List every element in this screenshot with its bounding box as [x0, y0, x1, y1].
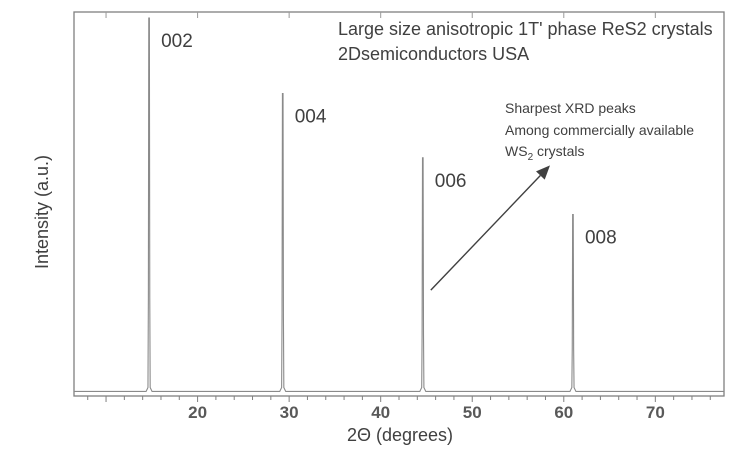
annotation-arrow: [430, 175, 541, 291]
chart-title-line-1: Large size anisotropic 1T' phase ReS2 cr…: [338, 19, 713, 39]
y-axis-title: Intensity (a.u.): [32, 155, 52, 269]
x-tick-labels: 20 30 40 50 60 70: [188, 403, 665, 422]
xrd-trace: [74, 17, 724, 393]
x-tick-label: 30: [280, 403, 299, 422]
x-tick-label: 60: [554, 403, 573, 422]
x-tick-marks: [87, 12, 711, 402]
chart-title-line-2: 2Dsemiconductors USA: [338, 44, 529, 64]
plot-frame: [73, 11, 725, 397]
peak-label-002: 002: [161, 31, 193, 52]
x-tick-label: 40: [371, 403, 390, 422]
peak-label-008: 008: [585, 228, 617, 249]
annotation-line-2: Among commercially available: [505, 122, 694, 138]
annotation-line-1: Sharpest XRD peaks: [505, 100, 636, 116]
peak-label-004: 004: [295, 107, 327, 128]
x-axis-title: 2Θ (degrees): [347, 425, 453, 445]
x-tick-label: 50: [463, 403, 482, 422]
annotation-formula-tail: crystals: [533, 143, 584, 159]
x-tick-label: 20: [188, 403, 207, 422]
annotation-line-3: WS2 crystals: [505, 143, 584, 163]
annotation-arrow-head: [536, 165, 551, 180]
annotation-formula-base: WS: [505, 143, 528, 159]
annotation-formula-sub: 2: [528, 152, 534, 163]
peak-label-006: 006: [435, 171, 467, 192]
x-tick-label: 70: [646, 403, 665, 422]
peak-labels: 002 004 006 008: [161, 31, 617, 249]
